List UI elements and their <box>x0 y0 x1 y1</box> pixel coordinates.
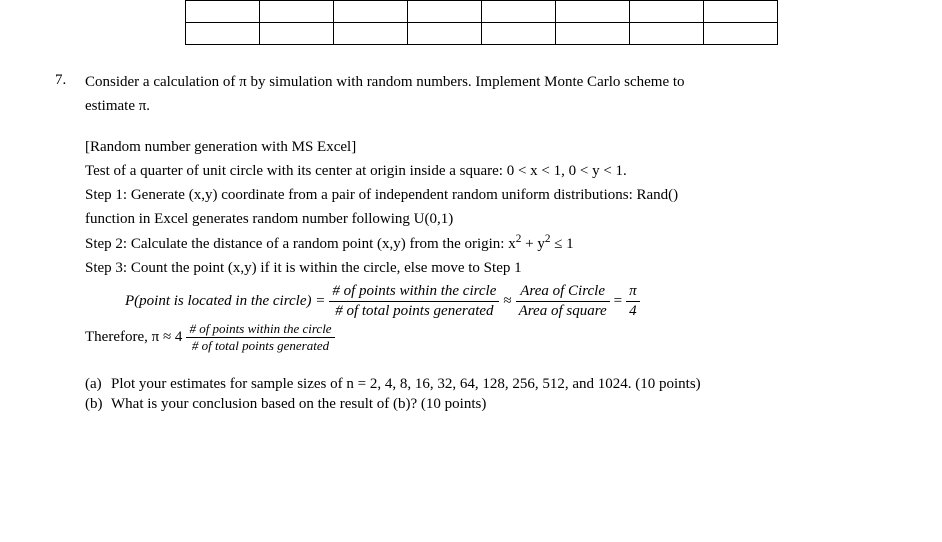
subtitle: [Random number generation with MS Excel] <box>85 137 922 157</box>
test-line: Test of a quarter of unit circle with it… <box>85 161 922 181</box>
intro-line-1: Consider a calculation of π by simulatio… <box>85 72 922 92</box>
step1-a: Step 1: Generate (x,y) coordinate from a… <box>85 185 922 205</box>
step3: Step 3: Count the point (x,y) if it is w… <box>85 258 922 278</box>
fraction-pi4: π 4 <box>626 282 640 321</box>
frac3-num: π <box>626 282 640 302</box>
part-b-label: (b) <box>85 394 111 414</box>
subparts: (a) Plot your estimates for sample sizes… <box>85 374 922 415</box>
frac1-den: # of total points generated <box>329 302 499 321</box>
part-b: (b) What is your conclusion based on the… <box>85 394 922 414</box>
step2-post: ≤ 1 <box>550 236 573 252</box>
part-b-text: What is your conclusion based on the res… <box>111 394 486 414</box>
step2: Step 2: Calculate the distance of a rand… <box>85 234 922 254</box>
therefore-pre: Therefore, π ≈ 4 <box>85 321 182 354</box>
intro-line-2: estimate π. <box>85 96 922 116</box>
frac4-num: # of points within the circle <box>186 321 334 338</box>
probability-equation: P(point is located in the circle) = # of… <box>125 282 922 321</box>
question-body: Consider a calculation of π by simulatio… <box>85 72 922 415</box>
fraction-points: # of points within the circle # of total… <box>329 282 499 321</box>
frac2-den: Area of square <box>516 302 610 321</box>
step1-b: function in Excel generates random numbe… <box>85 209 922 229</box>
frac1-num: # of points within the circle <box>329 282 499 302</box>
part-a: (a) Plot your estimates for sample sizes… <box>85 374 922 394</box>
step2-mid: + y <box>521 236 544 252</box>
frac4-den: # of total points generated <box>186 338 334 354</box>
empty-table-stub <box>185 0 778 45</box>
equation-block: P(point is located in the circle) = # of… <box>125 282 922 354</box>
question-number: 7. <box>55 72 85 89</box>
frac3-den: 4 <box>626 302 640 321</box>
approx-sign: ≈ <box>503 285 511 318</box>
eq-sign: = <box>614 285 622 318</box>
fraction-final: # of points within the circle # of total… <box>186 321 334 355</box>
part-a-label: (a) <box>85 374 111 394</box>
part-a-text: Plot your estimates for sample sizes of … <box>111 374 701 394</box>
therefore-equation: Therefore, π ≈ 4 # of points within the … <box>85 321 922 355</box>
question-content: 7. Consider a calculation of π by simula… <box>55 72 922 415</box>
table-row <box>186 1 778 23</box>
prob-label: P(point is located in the circle) = <box>125 285 325 318</box>
step2-pre: Step 2: Calculate the distance of a rand… <box>85 236 516 252</box>
table-row <box>186 23 778 45</box>
fraction-area: Area of Circle Area of square <box>516 282 610 321</box>
frac2-num: Area of Circle <box>516 282 610 302</box>
